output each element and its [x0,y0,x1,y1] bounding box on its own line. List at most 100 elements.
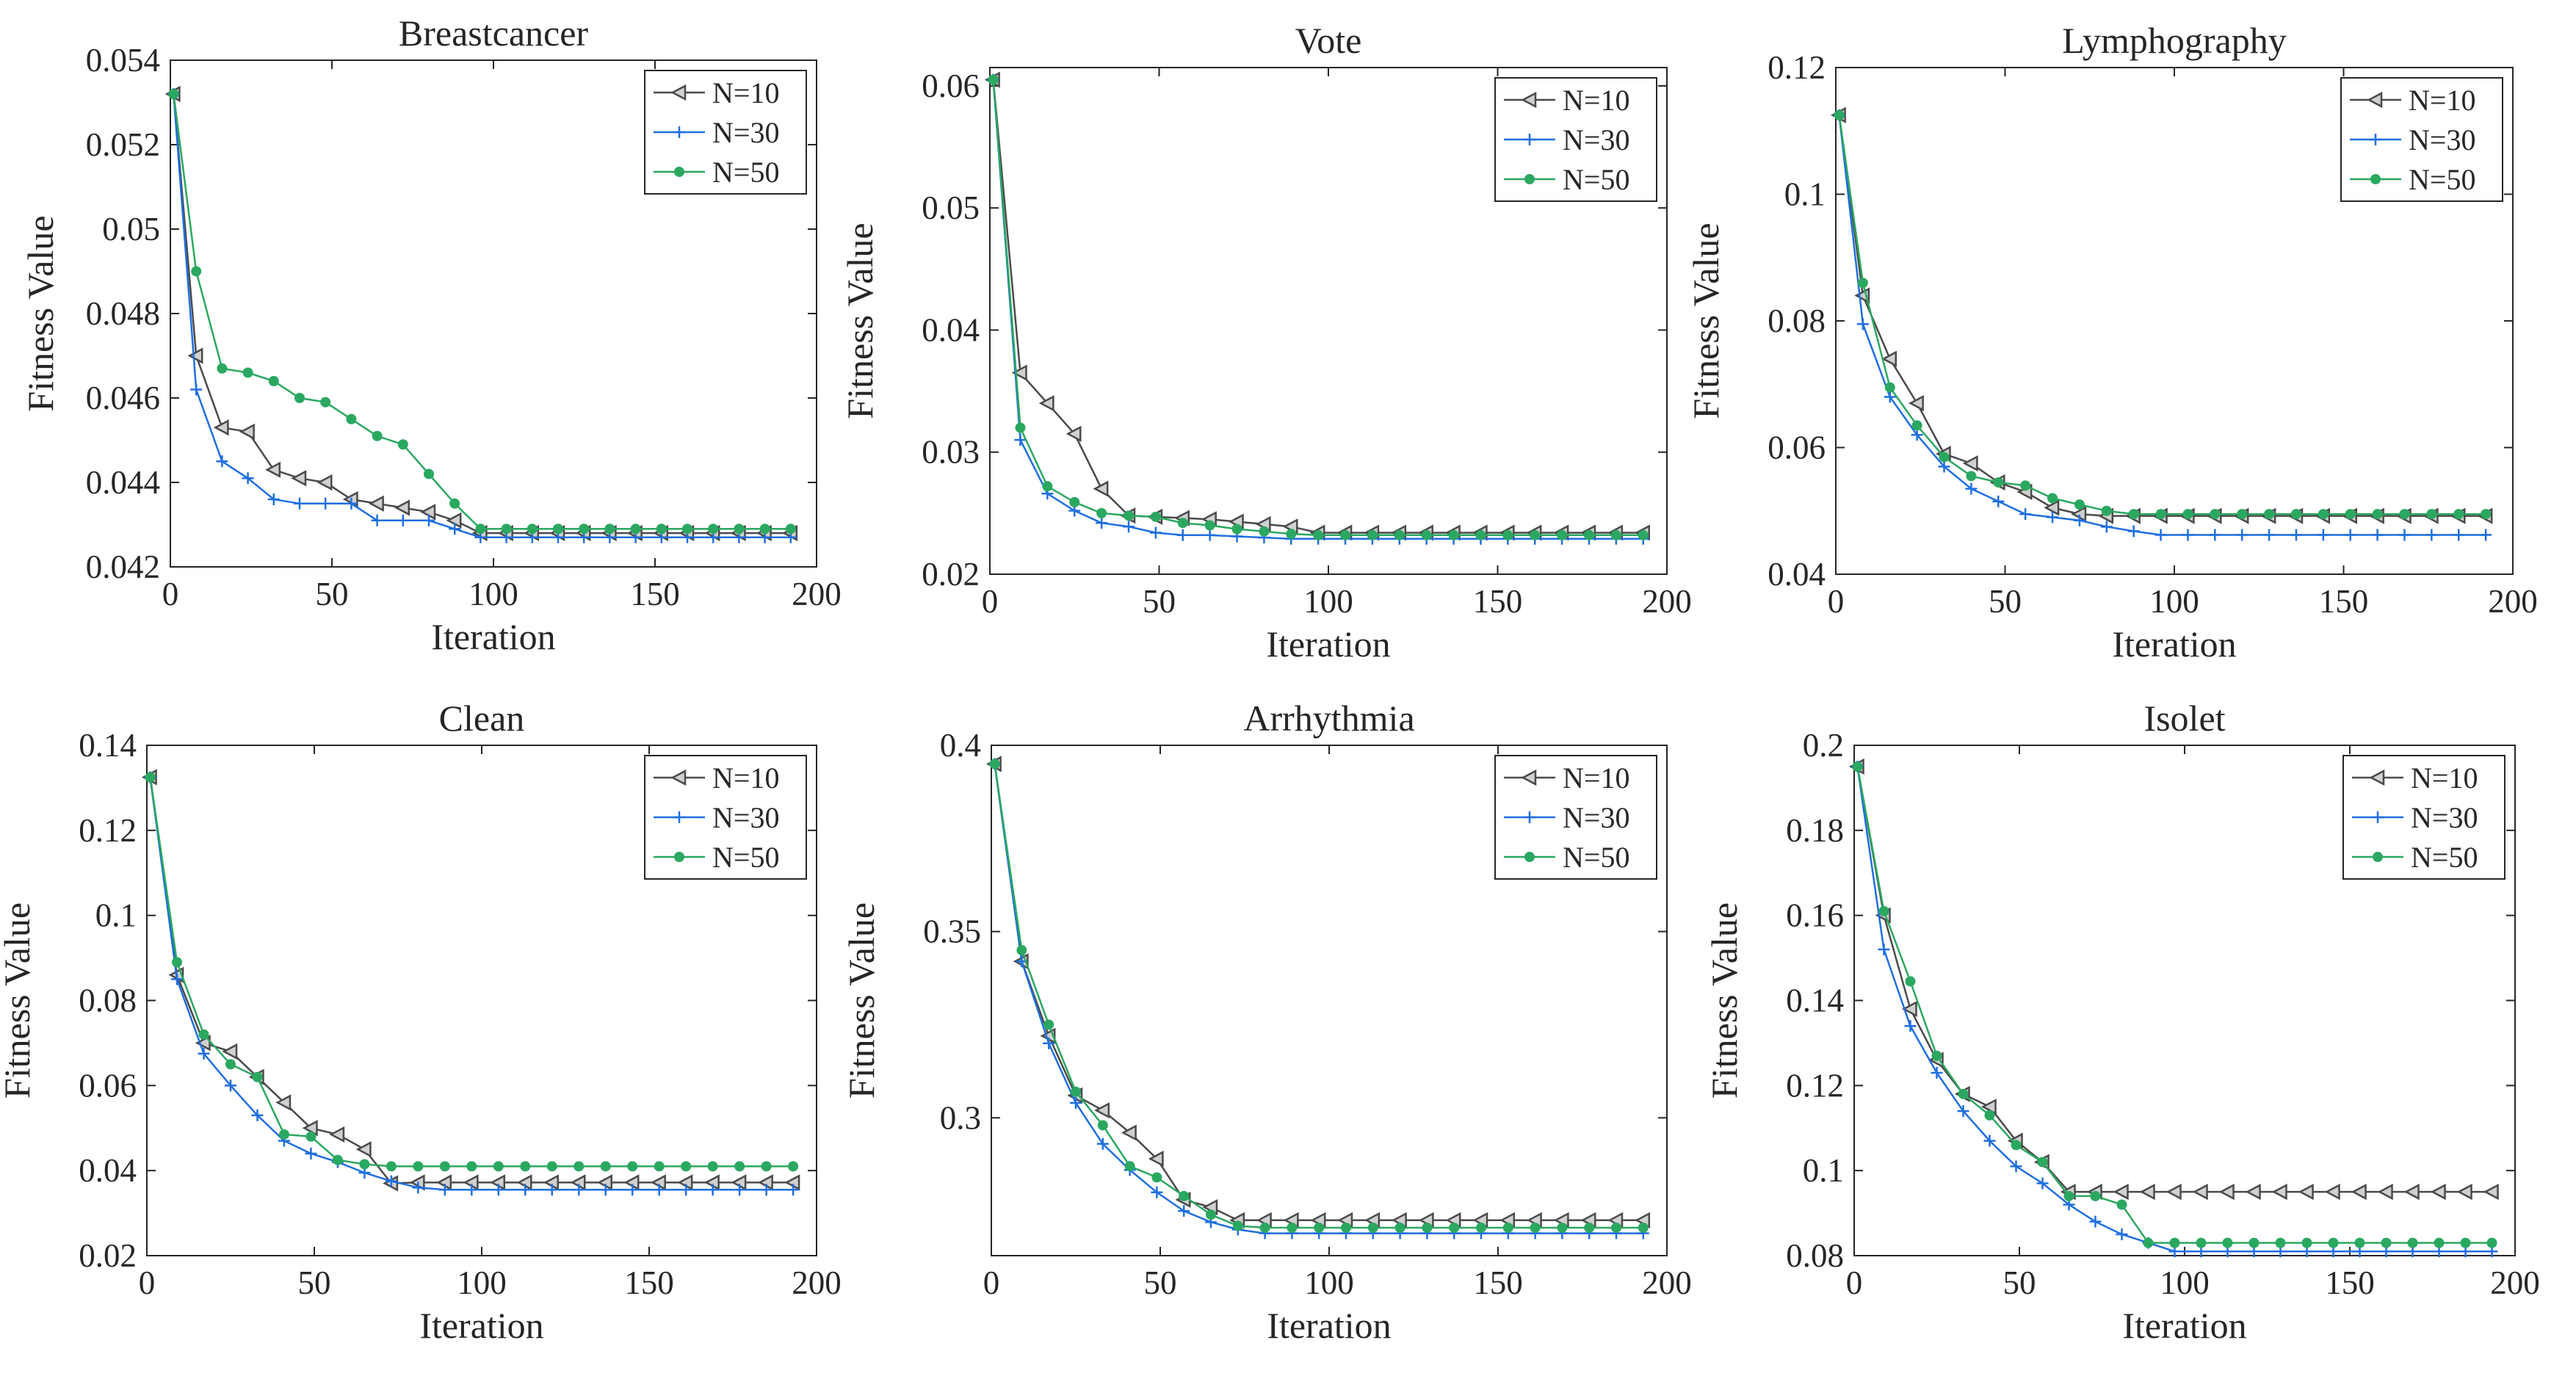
chart-clean: 0 50 100 150 200 0.02 0.04 0.06 0.08 0.1 0.12 0.14 C… [0,698,842,1346]
data-point [1911,420,1922,431]
data-point [1901,1001,1917,1018]
data-point [1878,944,1890,955]
data-point [198,1029,209,1040]
legend-label: N=10 [1563,761,1629,795]
x-tick-label: 0 [1828,583,1845,620]
data-point [251,1109,264,1121]
data-point [708,524,719,535]
chart-vote: 0 50 100 150 200 0.02 0.03 0.04 0.05 0.06 Vote Iter… [839,20,1692,665]
data-point [492,1184,504,1196]
legend-marker [670,769,687,786]
data-point [1150,511,1161,522]
data-point [1043,1019,1054,1030]
chart-title: Vote [1295,20,1362,61]
y-axis-label: Fitness Value [1704,902,1745,1099]
data-point [1314,1222,1325,1233]
legend-label: N=30 [1563,123,1629,156]
data-point [1149,526,1162,539]
data-point [397,514,409,526]
data-point [242,367,253,378]
legend-marker [1524,134,1535,145]
data-point [1448,529,1459,540]
data-point [520,1161,531,1172]
data-point [2398,529,2411,541]
data-point [2480,529,2492,541]
data-point [2020,480,2031,491]
data-point [2434,1237,2445,1248]
data-point [2127,525,2140,538]
data-point [475,524,486,535]
data-point [385,1175,397,1187]
y-tick-label: 0.02 [922,556,980,593]
y-tick-label: 0.052 [86,126,160,163]
x-tick-label: 200 [792,576,842,612]
data-point [2264,509,2275,520]
data-point [1421,529,1432,540]
legend-marker [674,852,684,862]
data-point [2237,509,2248,520]
data-point [1878,905,1889,916]
data-point [195,1035,211,1052]
x-tick-label: 200 [1642,1264,1692,1301]
data-point [424,468,434,479]
legend-marker [1521,91,1537,109]
x-tick-label: 200 [1642,583,1692,620]
data-point [1178,1205,1190,1217]
y-tick-label: 0.35 [923,913,981,950]
y-tick-label: 0.12 [79,812,137,849]
y-axis-label: Fitness Value [841,902,882,1099]
x-axis-label: Iteration [2122,1305,2246,1346]
data-point [2371,529,2384,541]
legend-marker [673,126,685,138]
chart-lymphography: 0 50 100 150 200 0.04 0.06 0.08 0.1 0.12 Lymphogra… [1685,20,2538,665]
y-tick-label: 0.4 [940,727,981,764]
data-point [294,497,305,510]
y-axis-label: Fitness Value [1685,222,1726,419]
legend-marker [1524,811,1535,823]
x-tick-label: 50 [316,576,349,612]
data-point [2271,1184,2287,1201]
y-tick-label: 0.08 [1786,1237,1844,1274]
data-point [1905,976,1916,987]
data-point [1069,496,1080,507]
y-tick-label: 0.06 [1768,430,1826,466]
data-point [2245,1184,2261,1201]
y-tick-label: 0.046 [86,380,160,416]
data-point [172,957,183,968]
data-point [217,363,228,374]
data-point [681,1161,692,1172]
data-point [1904,1020,1917,1032]
data-point [2318,509,2329,520]
data-point [1015,422,1026,433]
x-tick-label: 150 [1473,1264,1523,1301]
data-point [2407,1237,2418,1248]
legend-label: N=50 [2411,841,2478,874]
data-point [604,524,615,535]
data-point [600,1161,611,1172]
x-tick-label: 100 [2149,583,2199,620]
data-point [599,1184,612,1196]
data-point [2290,509,2301,520]
data-point [412,1181,424,1194]
x-tick-label: 200 [2490,1264,2540,1301]
data-point [2456,1184,2472,1201]
data-point [466,1161,477,1172]
data-point [553,524,563,535]
x-tick-label: 150 [2325,1264,2375,1301]
data-point [788,1161,799,1172]
data-point [2236,529,2248,541]
data-point [187,347,203,364]
data-point [2248,1237,2260,1248]
data-point [2222,1237,2233,1248]
data-point [546,1161,557,1172]
data-point [2010,1160,2022,1173]
data-point [2481,509,2492,520]
x-tick-label: 200 [2488,583,2538,620]
data-point [1611,1222,1621,1233]
data-point [2154,529,2167,541]
x-tick-label: 0 [139,1264,156,1301]
data-point [2074,499,2085,510]
y-axis-label: Fitness Value [0,902,37,1099]
data-point [2047,493,2058,504]
data-point [1011,364,1027,381]
